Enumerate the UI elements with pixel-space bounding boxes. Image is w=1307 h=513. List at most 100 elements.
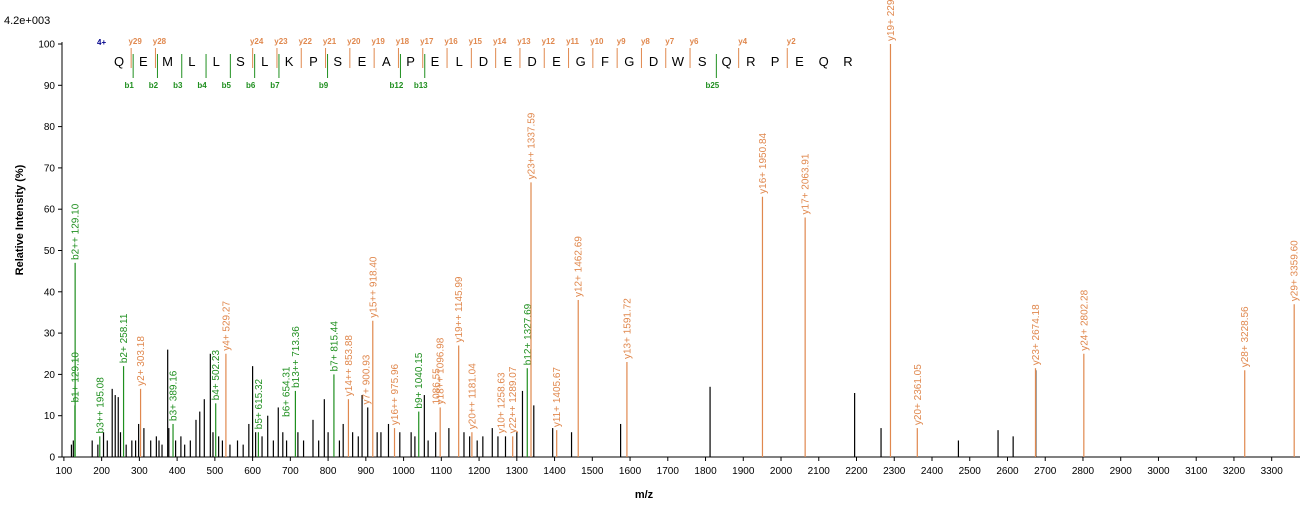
peak-label: y19+ 2290.0 (886, 0, 897, 41)
b-ion-marker: b5 (222, 81, 232, 90)
x-tick-label: 1300 (506, 466, 529, 477)
peak-label: y23++ 1337.59 (527, 112, 538, 179)
y-ion-marker: y20 (347, 37, 361, 46)
peak-label: y18++ 1096.98 (436, 337, 447, 404)
y-tick-label: 10 (44, 411, 56, 422)
sequence-residue: W (672, 54, 685, 69)
b-ion-marker: b9 (319, 81, 329, 90)
x-tick-label: 2200 (845, 466, 868, 477)
sequence-residue: Q (819, 54, 829, 69)
x-tick-label: 2600 (996, 466, 1019, 477)
y-ion-marker: y12 (542, 37, 556, 46)
sequence-residue: E (503, 54, 512, 69)
peak-label: y2+ 303.18 (136, 336, 147, 386)
peak-label: y28+ 3228.56 (1240, 306, 1251, 367)
y-ion-marker: y16 (444, 37, 458, 46)
x-tick-label: 500 (207, 466, 224, 477)
peak-label: y10+ 1258.63 (496, 372, 507, 433)
x-tick-label: 300 (131, 466, 148, 477)
sequence-residue: F (601, 54, 609, 69)
sequence-residue: P (771, 54, 780, 69)
peak-label: y12+ 1462.69 (574, 236, 585, 297)
peak-label: b5+ 615.32 (254, 378, 265, 429)
y-ion-marker: y19 (371, 37, 385, 46)
peak-label: y13+ 1591.72 (622, 298, 633, 359)
peak-label: b6+ 654.31 (281, 366, 292, 417)
max-intensity-label: 4.2e+003 (4, 15, 50, 27)
y-ion-marker: y8 (641, 37, 650, 46)
sequence-residue: G (624, 54, 634, 69)
x-tick-label: 2500 (959, 466, 982, 477)
x-tick-label: 3200 (1223, 466, 1246, 477)
sequence-residue: S (333, 54, 342, 69)
y-tick-label: 90 (44, 81, 56, 92)
sequence-residue: G (576, 54, 586, 69)
sequence-residue: E (431, 54, 440, 69)
x-tick-label: 2400 (921, 466, 944, 477)
peak-label: y17+ 2063.91 (801, 153, 812, 214)
x-tick-label: 800 (320, 466, 337, 477)
peak-label: y19++ 1145.99 (454, 276, 465, 342)
y-tick-label: 30 (44, 329, 56, 340)
x-tick-label: 1000 (392, 466, 415, 477)
sequence-residue: P (406, 54, 415, 69)
charge-state: 4+ (97, 38, 106, 47)
x-tick-label: 2300 (883, 466, 906, 477)
sequence-residue: E (795, 54, 804, 69)
x-tick-label: 600 (244, 466, 261, 477)
peak-label: y24+ 2802.28 (1079, 289, 1090, 350)
y-ion-marker: y15 (469, 37, 483, 46)
peak-label: y20++ 1181.04 (467, 363, 478, 429)
y-tick-label: 0 (49, 453, 55, 464)
peak-label: y16+ 1950.84 (758, 132, 769, 193)
y-ion-marker: y22 (299, 37, 313, 46)
x-tick-label: 2900 (1110, 466, 1133, 477)
sequence-residue: R (746, 54, 755, 69)
x-tick-label: 400 (169, 466, 186, 477)
peak-label: y23+ 2674.18 (1031, 304, 1042, 365)
peak-label: b2+ 258.11 (119, 313, 130, 363)
peak-label: y20+ 2361.05 (913, 364, 924, 425)
b-ion-marker: b13 (414, 81, 428, 90)
b-ion-marker: b6 (246, 81, 256, 90)
x-tick-label: 1900 (732, 466, 755, 477)
y-ion-marker: y7 (665, 37, 674, 46)
y-tick-label: 80 (44, 122, 56, 133)
b-ion-marker: b1 (124, 81, 134, 90)
sequence-residue: D (649, 54, 658, 69)
x-tick-label: 3300 (1261, 466, 1284, 477)
x-tick-label: 2700 (1034, 466, 1057, 477)
sequence-residue: E (552, 54, 561, 69)
peak-label: y7+ 900.93 (361, 354, 372, 404)
y-tick-label: 70 (44, 163, 56, 174)
y-ion-marker: y18 (396, 37, 410, 46)
x-tick-label: 1400 (543, 466, 566, 477)
sequence-residue: R (843, 54, 852, 69)
y-ion-marker: y28 (153, 37, 167, 46)
x-tick-label: 2000 (770, 466, 793, 477)
y-ion-marker: y4 (738, 37, 747, 46)
peak-label: b7+ 815.44 (329, 321, 340, 372)
sequence-residue: E (358, 54, 367, 69)
x-tick-label: 1800 (694, 466, 717, 477)
peak-label: b4+ 502.23 (211, 350, 222, 401)
b-ion-marker: b2 (149, 81, 159, 90)
y-tick-label: 40 (44, 287, 56, 298)
y-ion-marker: y17 (420, 37, 434, 46)
sequence-residue: L (456, 54, 463, 69)
peak-label: y16++ 975.96 (390, 363, 401, 425)
x-tick-label: 1100 (431, 466, 453, 477)
sequence-residue: D (479, 54, 488, 69)
x-tick-label: 1200 (468, 466, 491, 477)
sequence-residue: K (285, 54, 294, 69)
plot-area: 0 10 20 30 40 50 60 70 80 90 100 100 200 300 400 500 600… (38, 0, 1300, 477)
peak-label: b2++ 129.10 (71, 203, 82, 260)
sequence-residue: E (139, 54, 148, 69)
b-ion-marker: b3 (173, 81, 183, 90)
x-tick-label: 2800 (1072, 466, 1095, 477)
y-ion-marker: y10 (590, 37, 604, 46)
y-tick-label: 60 (44, 205, 56, 216)
y-tick-label: 100 (38, 40, 55, 51)
